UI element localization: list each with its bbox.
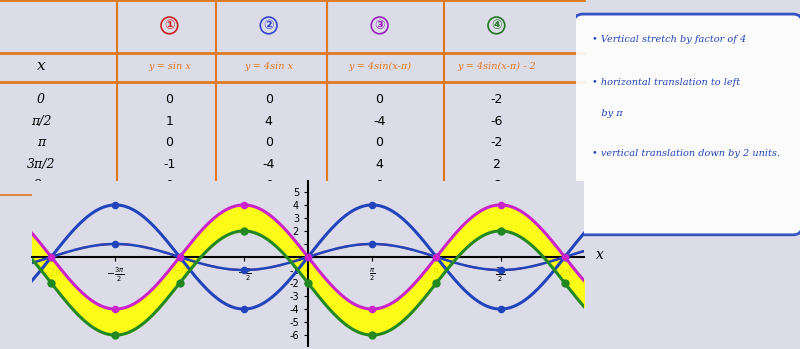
Text: π: π [37, 136, 45, 149]
Point [109, 241, 122, 247]
Text: 1: 1 [166, 115, 174, 128]
Point [45, 254, 58, 260]
Text: ②: ② [263, 19, 274, 32]
Point [45, 280, 58, 286]
Point [558, 254, 571, 260]
Text: π/2: π/2 [30, 115, 51, 128]
Text: • horizontal translation to left: • horizontal translation to left [592, 78, 740, 87]
Point [558, 254, 571, 260]
Point [302, 254, 314, 260]
Point [494, 267, 507, 273]
Point [494, 306, 507, 312]
Text: • Vertical stretch by factor of 4: • Vertical stretch by factor of 4 [592, 36, 746, 44]
Point [174, 280, 186, 286]
FancyBboxPatch shape [574, 14, 800, 235]
Point [174, 254, 186, 260]
Text: -2: -2 [490, 93, 502, 106]
Text: y = 4sin(x-π): y = 4sin(x-π) [348, 62, 411, 71]
Text: 0: 0 [166, 136, 174, 149]
Point [366, 306, 378, 312]
Point [366, 332, 378, 338]
Text: -4: -4 [374, 115, 386, 128]
Point [302, 254, 314, 260]
Point [109, 332, 122, 338]
Text: y = 4sin x: y = 4sin x [244, 62, 294, 71]
Point [45, 254, 58, 260]
Text: ①: ① [164, 19, 174, 32]
Text: x: x [37, 59, 45, 73]
Text: y = sin x: y = sin x [148, 62, 190, 71]
Point [302, 280, 314, 286]
Text: by π: by π [592, 109, 622, 118]
Point [558, 254, 571, 260]
Point [238, 228, 250, 234]
Text: 0: 0 [265, 179, 273, 192]
Point [45, 254, 58, 260]
Point [430, 280, 442, 286]
Text: 2π: 2π [33, 179, 49, 192]
Point [430, 254, 442, 260]
Text: x: x [596, 248, 604, 262]
Point [494, 202, 507, 208]
Point [430, 254, 442, 260]
Text: 0: 0 [376, 179, 384, 192]
Text: -2: -2 [490, 136, 502, 149]
Text: -2: -2 [490, 179, 502, 192]
Text: y = 4sin(x-π) - 2: y = 4sin(x-π) - 2 [457, 62, 536, 71]
Text: 4: 4 [376, 158, 383, 171]
Point [174, 254, 186, 260]
Text: • vertical translation down by 2 units.: • vertical translation down by 2 units. [592, 149, 780, 158]
Point [430, 254, 442, 260]
Text: 0: 0 [37, 93, 45, 106]
Text: 0: 0 [376, 93, 384, 106]
Point [238, 202, 250, 208]
Point [558, 280, 571, 286]
Point [366, 202, 378, 208]
Text: 0: 0 [166, 93, 174, 106]
Text: 0: 0 [265, 93, 273, 106]
Point [238, 267, 250, 273]
Text: -6: -6 [490, 115, 502, 128]
Point [302, 254, 314, 260]
Text: 4: 4 [265, 115, 273, 128]
Text: 0: 0 [376, 136, 384, 149]
Text: 0: 0 [166, 179, 174, 192]
Point [238, 306, 250, 312]
Point [366, 241, 378, 247]
Text: -4: -4 [262, 158, 275, 171]
Text: ③: ③ [374, 19, 385, 32]
Text: 0: 0 [265, 136, 273, 149]
Point [494, 228, 507, 234]
Point [109, 306, 122, 312]
Text: 2: 2 [493, 158, 500, 171]
Point [109, 202, 122, 208]
Text: ④: ④ [491, 19, 502, 32]
Text: 3π/2: 3π/2 [26, 158, 55, 171]
Point [174, 254, 186, 260]
Text: -1: -1 [163, 158, 175, 171]
